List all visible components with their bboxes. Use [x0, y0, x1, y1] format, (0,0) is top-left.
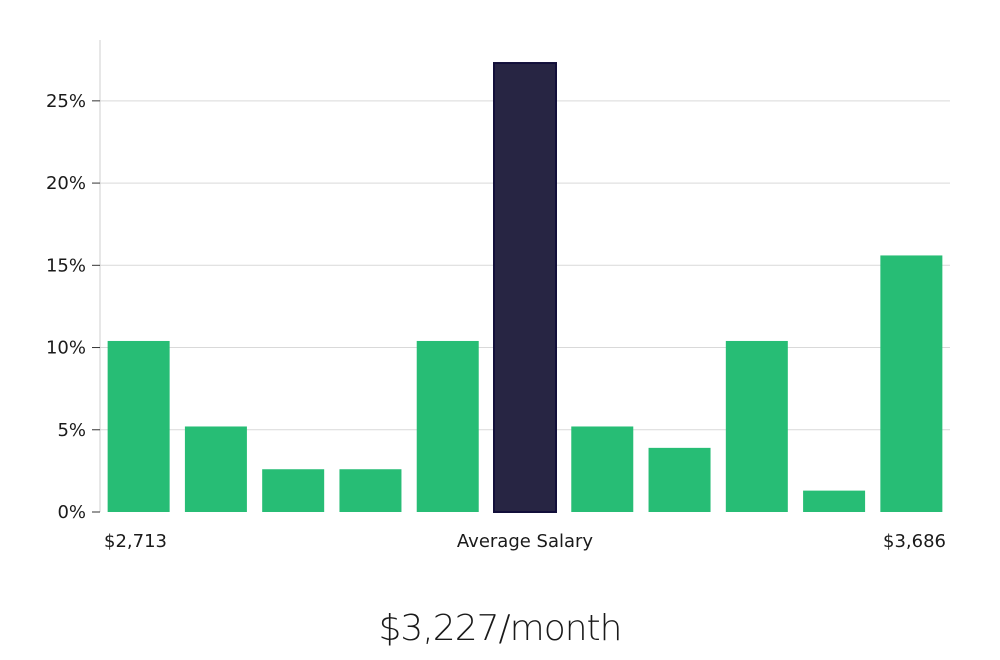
bar: [107, 340, 170, 512]
bar: [648, 447, 711, 512]
bar: [880, 255, 943, 512]
bar: [803, 490, 866, 512]
bar: [262, 469, 325, 512]
y-tick-label: 15%: [46, 255, 86, 276]
x-label-min: $2,713: [104, 531, 167, 552]
bars: [107, 62, 943, 514]
y-tick-label: 25%: [46, 91, 86, 112]
chart-canvas: 0% 5% 10% 15% 20% 25% $2,713 Average Salary $…: [46, 40, 950, 552]
average-salary-summary: $3,227/month: [378, 608, 623, 649]
y-tick-label: 5%: [57, 420, 86, 441]
x-label-center: Average Salary: [457, 531, 594, 552]
bar: [339, 469, 402, 512]
bar-highlighted: [493, 62, 557, 514]
bar: [571, 426, 634, 512]
y-axis-ticks: 0% 5% 10% 15% 20% 25%: [46, 91, 100, 523]
bar: [416, 340, 479, 512]
y-tick-label: 10%: [46, 338, 86, 359]
x-label-max: $3,686: [883, 531, 946, 552]
bar: [184, 426, 247, 512]
y-tick-label: 20%: [46, 173, 86, 194]
y-tick-label: 0%: [57, 502, 86, 523]
bar: [725, 340, 788, 512]
